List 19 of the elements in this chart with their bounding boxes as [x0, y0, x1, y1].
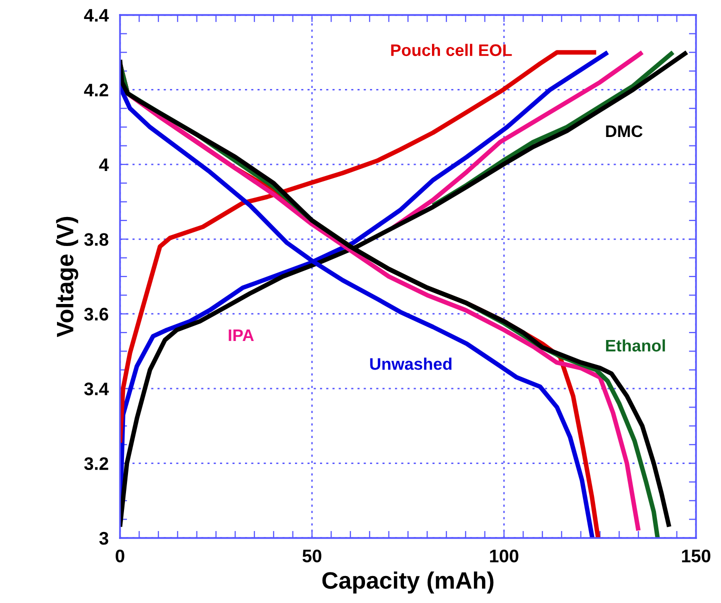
text: Unwashed — [370, 358, 452, 370]
y-tick-label: 3.2 — [84, 457, 108, 470]
x-tick-label: 0 — [116, 550, 124, 562]
y-axis-title: Voltage (V) — [56, 216, 78, 338]
y-tick-label: 3.6 — [84, 308, 108, 321]
y-tick-label: 4.4 — [84, 9, 109, 22]
x-tick-label: 100 — [490, 550, 518, 562]
y-tick-label: 3.4 — [84, 382, 109, 396]
y-tick-label: 3 — [99, 532, 108, 545]
text: IPA — [228, 329, 254, 341]
series-label: DMC — [606, 125, 643, 138]
x-axis-title: Capacity (mAh) — [322, 572, 494, 594]
x-tick-label: 150 — [682, 550, 710, 562]
series-label: Pouch cell EOL — [391, 44, 512, 56]
y-tick-label: 4 — [99, 158, 109, 171]
text: Ethanol — [606, 339, 665, 352]
x-tick-label: 50 — [302, 550, 322, 562]
y-tick-label: 4.2 — [84, 84, 108, 96]
y-tick-label: 3.8 — [84, 233, 108, 246]
